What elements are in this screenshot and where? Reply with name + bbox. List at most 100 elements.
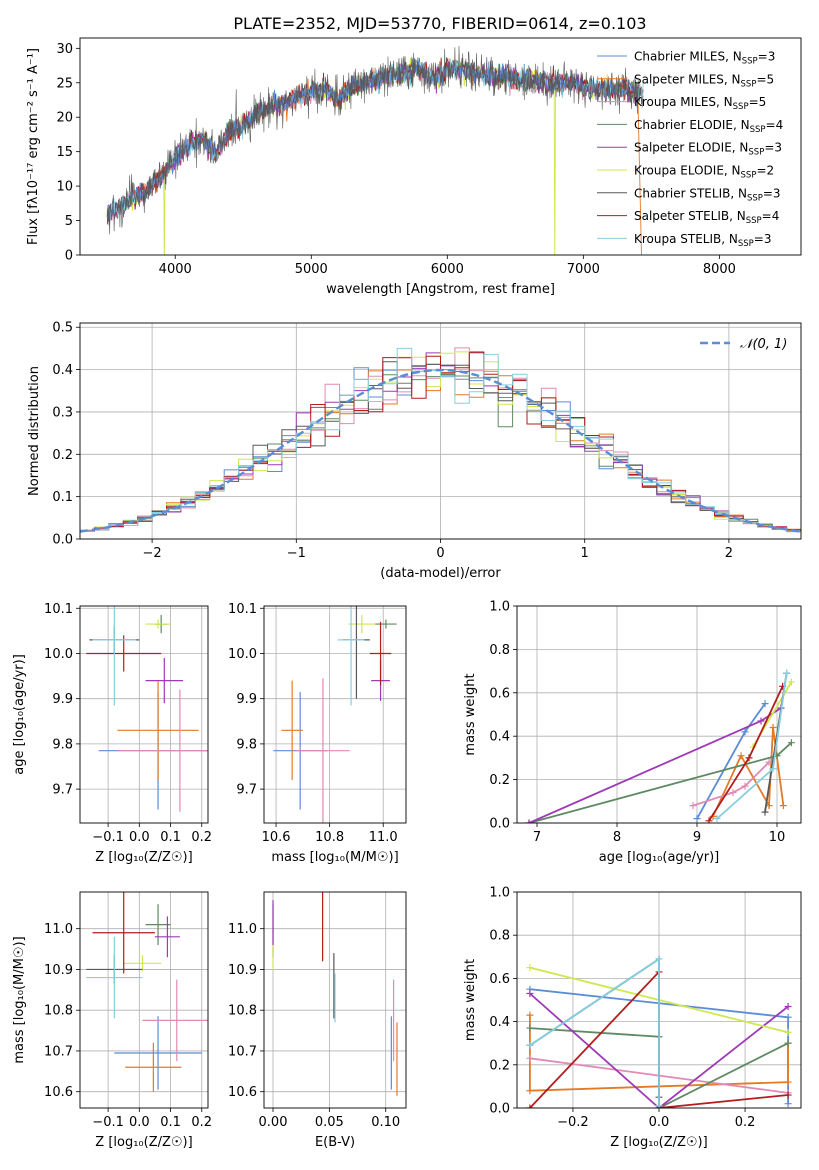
gaussian-curve	[80, 368, 801, 533]
x-tick-label: 7000	[567, 262, 600, 277]
weight-marker	[526, 1024, 534, 1032]
y-tick-label: 0.2	[489, 1058, 510, 1073]
errorbar-point	[348, 615, 376, 634]
age_vs_Z-errorbars	[86, 606, 208, 812]
errorbar-point	[142, 979, 208, 1062]
weight-marker	[787, 678, 795, 686]
weight_vs_Z-axes: −0.2 0.0 0.2 0.0 0.2 0.4 0.6 0.8 1.0 Z [log₁₀(Z/Z…	[463, 886, 801, 1150]
weight-marker	[783, 669, 791, 677]
y-tick-label: 0.6	[489, 972, 510, 987]
legend-value: =5	[749, 95, 767, 109]
errorbar-point	[117, 680, 199, 781]
y-tick-label: 0.8	[489, 643, 510, 658]
legend-value: =3	[764, 141, 782, 155]
weight-line	[692, 761, 770, 807]
weight-marker	[757, 717, 765, 725]
spectrum-axes: 4000 5000 6000 7000 8000 0 5 10 15 20 25 30 waveleng…	[26, 42, 736, 297]
x-tick-label: 0	[436, 546, 444, 561]
weight-marker	[784, 1002, 792, 1010]
y-axis-label: Normed distribution	[27, 366, 42, 496]
legend-label: Salpeter ELODIE, NSSP=3	[634, 141, 782, 158]
legend-label: Chabrier STELIB, NSSP=3	[634, 186, 781, 203]
y-tick-label: 1.0	[489, 886, 510, 901]
weight-marker	[784, 1039, 792, 1047]
errorbar-point	[125, 1042, 182, 1092]
weight-marker	[713, 815, 721, 823]
y-tick-label: 9.9	[236, 692, 257, 707]
y-tick-label: 10.8	[44, 1004, 73, 1019]
weight_vs_age-axes: 7 8 9 10 0.0 0.2 0.4 0.6 0.8 1.0 age [log₁₀(age/yr…	[463, 600, 801, 865]
errorbar-point	[92, 606, 137, 706]
age_vs_mass-axes: 10.6 10.8 11.0 9.7 9.8 9.9 10.0 10.1 mass [log₁₀…	[228, 602, 406, 865]
errorbar-point	[145, 657, 184, 704]
weight-line	[716, 673, 788, 820]
weight-marker	[693, 815, 701, 823]
legend-label: Chabrier ELODIE, NSSP=4	[634, 118, 783, 135]
legend-subscript: SSP	[741, 171, 757, 181]
x-axis-label: E(B-V)	[315, 1135, 355, 1150]
weight-marker	[765, 758, 773, 766]
x-tick-label: 6000	[431, 262, 464, 277]
y-tick-label: 25	[56, 76, 73, 91]
y-tick-label: 11.0	[44, 922, 73, 937]
errorbar-point	[145, 619, 171, 629]
weight-marker	[655, 955, 663, 963]
weight_vs_age-lines	[525, 669, 795, 823]
y-axis-label: mass weight	[463, 959, 478, 1041]
legend-subscript: SSP	[742, 57, 758, 67]
spectrum-legend: Chabrier MILES, NSSP=3 Salpeter MILES, NS…	[597, 50, 783, 249]
legend-value: =4	[762, 209, 780, 223]
spectrum-lines	[106, 45, 644, 255]
weight-marker	[525, 819, 533, 823]
y-tick-label: 9.8	[52, 737, 73, 752]
x-axis-label: age [log₁₀(age/yr)]	[599, 850, 720, 865]
y-tick-label: 9.9	[52, 692, 73, 707]
weight-marker	[705, 817, 713, 823]
mass_vs_ebv-errorbars	[272, 892, 398, 1096]
y-tick-label: 10.0	[228, 647, 257, 662]
legend-subscript: SSP	[738, 239, 754, 249]
axes-frame	[516, 891, 802, 1109]
legend-subscript: SSP	[748, 148, 764, 158]
y-tick-label: 10.1	[44, 602, 73, 617]
x-tick-label: 10.8	[315, 830, 344, 845]
errorbar-point	[86, 635, 162, 672]
legend-label: Salpeter MILES, NSSP=5	[634, 72, 774, 89]
mass_vs_ebv-axes: 0.00 0.05 0.10 10.6 10.7 10.8 10.9 11.0 E(B-V)	[228, 892, 406, 1150]
legend-subscript: SSP	[733, 102, 749, 112]
x-tick-label: 8	[613, 830, 621, 845]
spectrum-line	[106, 45, 644, 235]
legend-subscript: SSP	[750, 125, 766, 135]
y-tick-label: 0.4	[52, 363, 73, 378]
y-tick-label: 9.8	[236, 737, 257, 752]
y-tick-label: 10.0	[44, 647, 73, 662]
x-axis-label: mass [log₁₀(M/M☉)]	[271, 850, 398, 865]
x-axis-label: Z [log₁₀(Z/Z☉)]	[95, 1135, 192, 1150]
legend-label: Salpeter STELIB, NSSP=4	[634, 209, 779, 226]
weight-marker	[761, 700, 769, 708]
legend-label: Kroupa STELIB, NSSP=3	[634, 232, 772, 249]
legend-value: =3	[754, 232, 772, 246]
weight-marker	[741, 782, 749, 790]
x-tick-label: 10.6	[262, 830, 291, 845]
legend-value: =5	[756, 72, 774, 86]
y-tick-label: 9.7	[52, 783, 73, 798]
x-axis-label: (data-model)/error	[380, 566, 501, 581]
y-tick-label: 0.2	[52, 448, 73, 463]
weight-marker	[769, 765, 777, 773]
residual-legend: 𝒩(0, 1)	[700, 337, 787, 352]
x-tick-label: −2	[143, 546, 162, 561]
weight-line	[529, 992, 789, 1108]
y-axis-label: mass weight	[463, 673, 478, 755]
y-tick-label: 15	[56, 145, 73, 160]
weight-marker	[526, 1041, 534, 1049]
axes-frame	[79, 891, 209, 1109]
y-tick-label: 10.1	[228, 602, 257, 617]
y-tick-label: 0.2	[489, 773, 510, 788]
x-axis-label: wavelength [Angstrom, rest frame]	[326, 282, 555, 297]
x-tick-label: 0.00	[259, 1115, 288, 1130]
mass_vs_Z-errorbars	[86, 892, 208, 1092]
weight-marker	[655, 1102, 663, 1108]
legend-label: Kroupa ELODIE, NSSP=2	[634, 164, 774, 181]
y-tick-label: 10.9	[228, 963, 257, 978]
